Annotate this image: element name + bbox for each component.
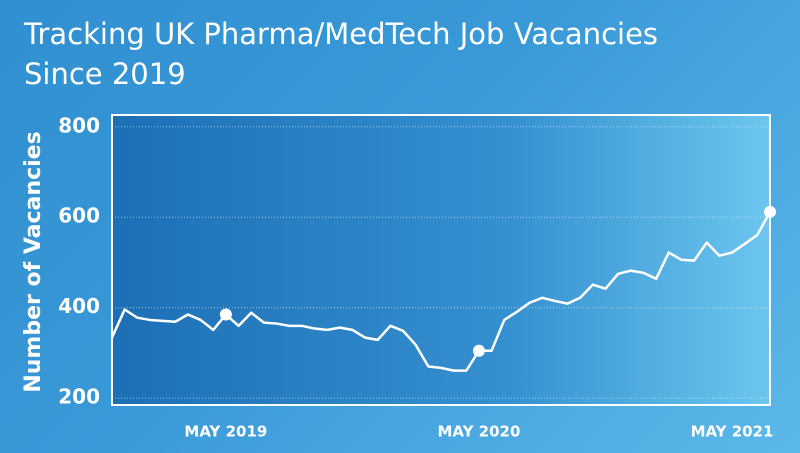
plot-area — [111, 114, 771, 406]
chart-title: Tracking UK Pharma/MedTech Job Vacancies… — [24, 17, 659, 91]
y-tick-label: 600 — [58, 204, 100, 228]
x-tick-label: MAY 2020 — [437, 423, 520, 441]
x-tick-label: MAY 2019 — [184, 423, 267, 441]
line-series — [110, 211, 772, 372]
highlight-point — [472, 344, 485, 357]
x-tick-label: MAY 2021 — [691, 423, 774, 441]
y-tick-label: 200 — [58, 385, 100, 409]
highlight-point — [764, 205, 776, 218]
y-tick-label: 400 — [58, 294, 100, 318]
y-tick-label: 800 — [58, 113, 100, 137]
y-axis-label: Number of Vacancies — [21, 131, 46, 392]
highlight-point — [219, 308, 232, 321]
